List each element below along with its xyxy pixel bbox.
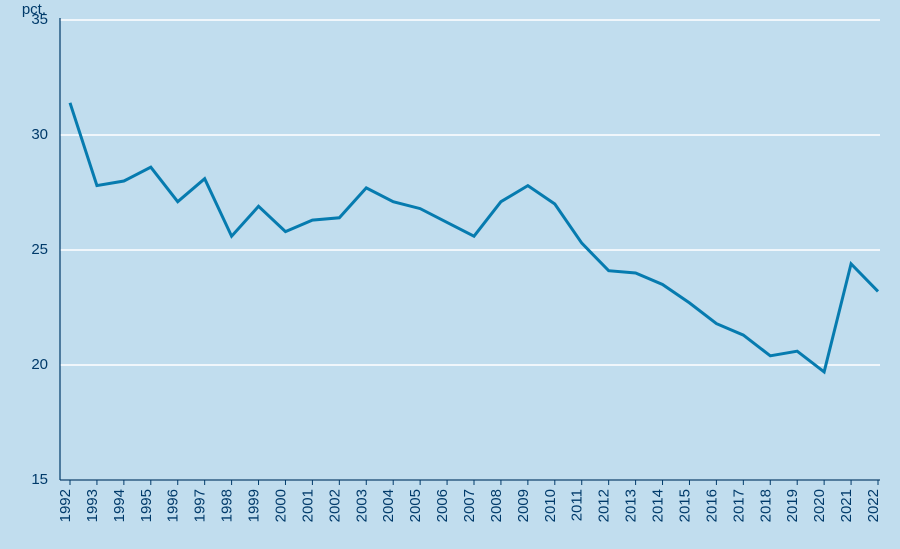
- y-tick-label: 15: [31, 471, 48, 488]
- x-tick-label: 1998: [219, 489, 236, 522]
- x-tick-label: 2011: [569, 489, 586, 521]
- x-tick-label: 2002: [326, 489, 343, 522]
- x-tick-label: 2007: [461, 489, 478, 522]
- chart-svg: pct.152025303519921993199419951996199719…: [0, 0, 900, 549]
- x-tick-label: 2013: [623, 489, 640, 522]
- x-tick-label: 1994: [111, 489, 128, 522]
- x-tick-label: 2017: [730, 489, 747, 522]
- x-tick-label: 2022: [865, 489, 882, 522]
- x-tick-label: 2015: [676, 489, 693, 522]
- x-tick-label: 2009: [515, 489, 532, 522]
- x-tick-label: 2000: [272, 489, 289, 522]
- x-tick-label: 2005: [407, 489, 424, 522]
- x-tick-label: 1993: [84, 489, 101, 522]
- line-chart: pct.152025303519921993199419951996199719…: [0, 0, 900, 549]
- x-tick-label: 1999: [246, 489, 263, 522]
- y-tick-label: 30: [31, 126, 48, 143]
- x-tick-label: 2004: [380, 489, 397, 522]
- x-tick-label: 2021: [838, 489, 855, 522]
- y-tick-label: 20: [31, 356, 48, 373]
- x-tick-label: 2008: [488, 489, 505, 522]
- x-tick-label: 2003: [353, 489, 370, 522]
- x-tick-label: 2019: [784, 489, 801, 522]
- chart-background: [0, 0, 900, 549]
- x-tick-label: 2012: [596, 489, 613, 522]
- x-tick-labels: 1992 1993 1994 1995 1996 1997 1998 1999 2000 2001…: [57, 489, 882, 522]
- x-tick-label: 2016: [703, 489, 720, 522]
- x-tick-label: 1995: [138, 489, 155, 522]
- x-tick-label: 1996: [165, 489, 182, 522]
- y-tick-label: 25: [31, 241, 48, 258]
- x-tick-label: 1997: [192, 489, 209, 522]
- x-tick-label: 2014: [650, 489, 667, 522]
- x-tick-label: 2010: [542, 489, 559, 522]
- x-tick-label: 2001: [299, 489, 316, 522]
- x-tick-label: 2006: [434, 489, 451, 522]
- x-tick-label: 2018: [757, 489, 774, 522]
- y-tick-label: 35: [31, 11, 48, 28]
- x-tick-label: 2020: [811, 489, 828, 522]
- x-tick-label: 1992: [57, 489, 74, 522]
